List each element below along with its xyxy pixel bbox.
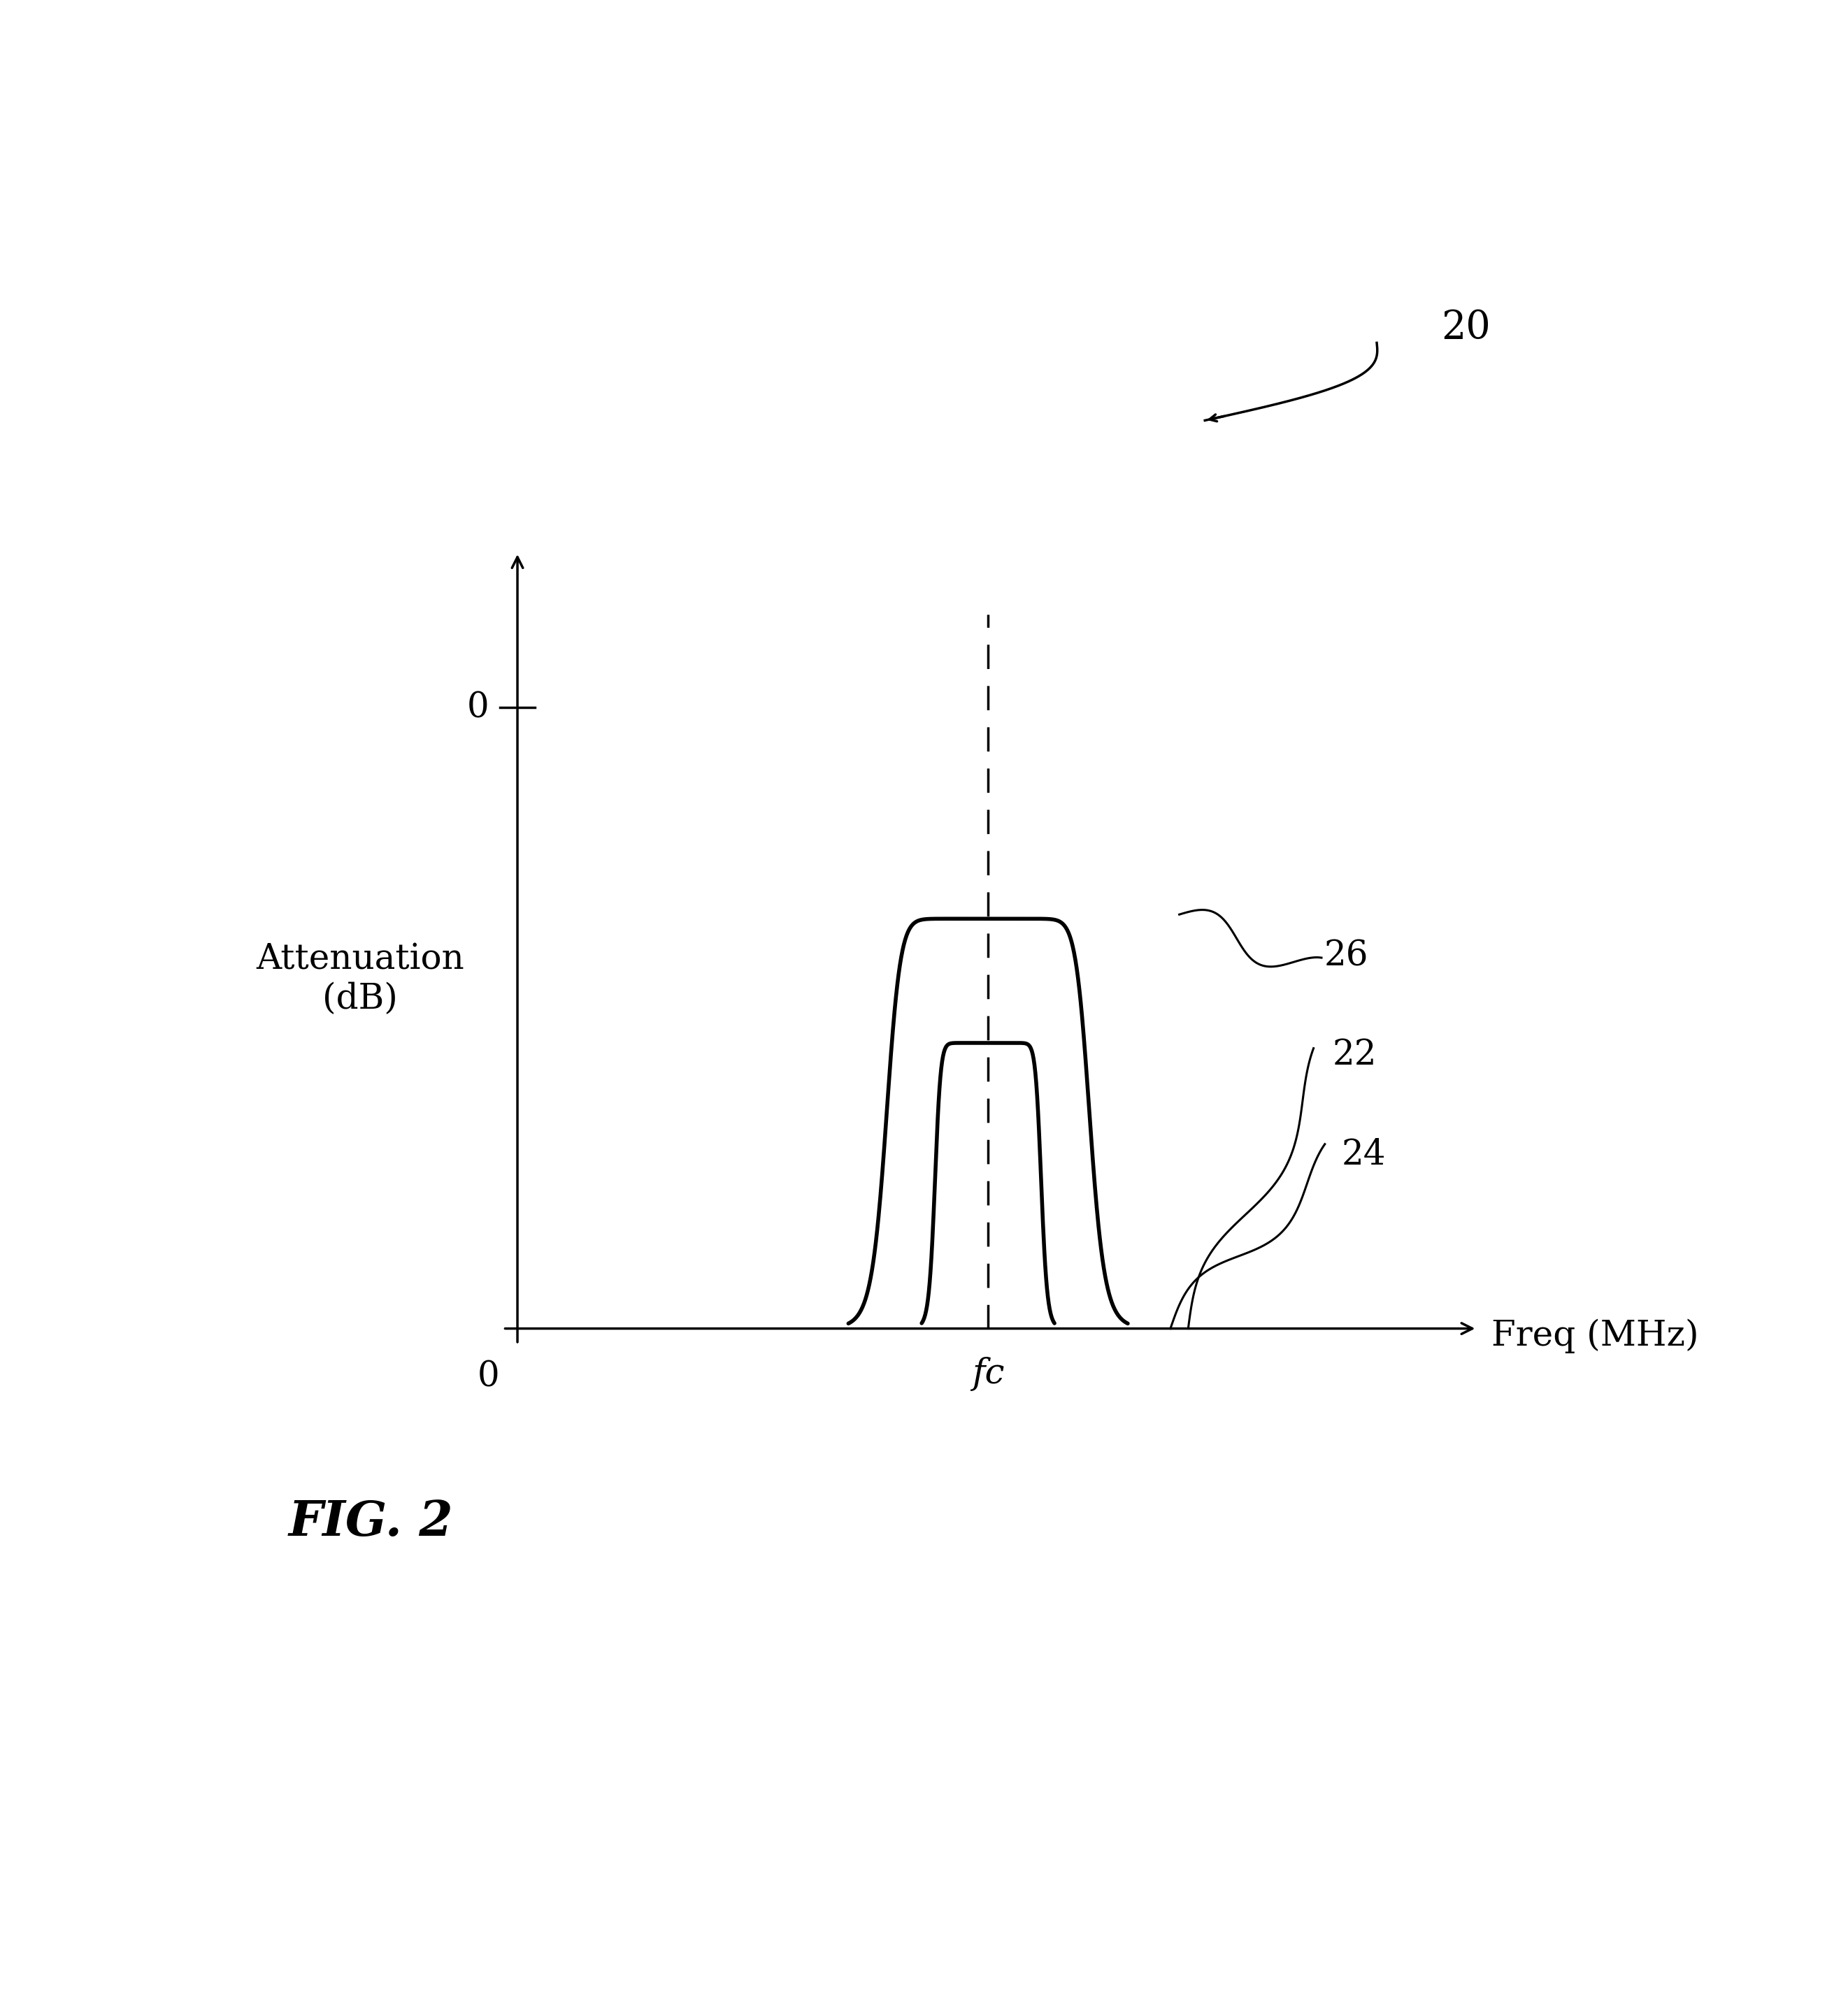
Text: 22: 22 [1332, 1038, 1377, 1073]
Text: Attenuation
(dB): Attenuation (dB) [255, 941, 464, 1016]
Text: Freq (MHz): Freq (MHz) [1491, 1318, 1698, 1353]
Text: FIG. 2: FIG. 2 [288, 1500, 453, 1546]
Text: 0: 0 [466, 689, 490, 726]
Text: 0: 0 [477, 1359, 501, 1395]
Text: fc: fc [972, 1357, 1003, 1391]
Text: 24: 24 [1342, 1137, 1386, 1171]
Text: 26: 26 [1323, 939, 1368, 974]
Text: 20: 20 [1441, 308, 1491, 347]
